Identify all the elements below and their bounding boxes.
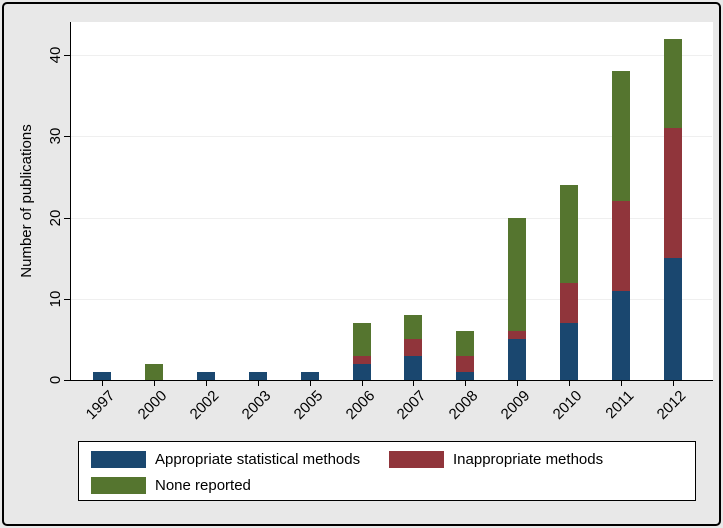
y-axis-line xyxy=(70,22,71,381)
bar-segment-2010 xyxy=(560,283,578,323)
legend-swatch xyxy=(389,450,444,468)
legend-label: Appropriate statistical methods xyxy=(155,450,361,468)
x-axis-tick xyxy=(362,381,363,386)
x-axis-tick xyxy=(517,381,518,386)
y-tick-label: 10 xyxy=(47,290,64,308)
x-axis-tick xyxy=(258,381,259,386)
legend-swatch xyxy=(91,476,146,494)
bar-segment-2002 xyxy=(197,372,215,380)
y-tick-label: 40 xyxy=(47,46,64,64)
y-axis-tick xyxy=(64,136,70,137)
y-axis-tick xyxy=(64,55,70,56)
y-axis-title: Number of publications xyxy=(18,124,35,278)
x-axis-tick xyxy=(413,381,414,386)
x-axis-tick xyxy=(673,381,674,386)
bar-segment-2008 xyxy=(456,356,474,372)
bar-segment-2009 xyxy=(508,218,526,331)
bar-segment-2011 xyxy=(612,291,630,380)
x-axis-tick xyxy=(465,381,466,386)
bar-segment-2006 xyxy=(353,364,371,380)
legend-label: Inappropriate methods xyxy=(453,450,604,468)
bar-segment-2012 xyxy=(664,39,682,128)
bar-segment-2003 xyxy=(249,372,267,380)
grid-line xyxy=(71,218,712,219)
legend-entry: None reported xyxy=(91,473,389,497)
bar-segment-2009 xyxy=(508,331,526,339)
x-axis-tick xyxy=(154,381,155,386)
y-tick-label: 0 xyxy=(47,375,64,385)
x-axis-tick xyxy=(206,381,207,386)
x-axis-tick xyxy=(310,381,311,386)
y-axis-tick xyxy=(64,380,70,381)
x-axis-tick xyxy=(102,381,103,386)
legend-entry: Appropriate statistical methods xyxy=(91,447,389,471)
y-tick-label: 30 xyxy=(47,127,64,145)
x-axis-line xyxy=(70,380,713,381)
legend-label: None reported xyxy=(155,476,251,494)
bar-segment-2000 xyxy=(145,364,163,380)
bar-segment-2012 xyxy=(664,128,682,258)
y-tick-label: 20 xyxy=(47,209,64,227)
legend: Appropriate statistical methods Inappropr… xyxy=(78,441,696,501)
x-axis-tick xyxy=(621,381,622,386)
bar-segment-2010 xyxy=(560,323,578,380)
bar-segment-2007 xyxy=(404,339,422,356)
grid-line xyxy=(71,299,712,300)
bar-segment-2008 xyxy=(456,372,474,380)
bar-segment-2005 xyxy=(301,372,319,380)
bar-segment-1997 xyxy=(93,372,111,380)
bar-segment-2007 xyxy=(404,315,422,339)
bar-segment-2006 xyxy=(353,323,371,356)
bar-segment-2011 xyxy=(612,71,630,201)
legend-swatch xyxy=(91,450,146,468)
legend-entry: Inappropriate methods xyxy=(389,447,695,471)
bar-segment-2009 xyxy=(508,339,526,380)
bar-segment-2006 xyxy=(353,356,371,364)
bar-segment-2010 xyxy=(560,185,578,283)
bar-segment-2008 xyxy=(456,331,474,356)
bar-segment-2011 xyxy=(612,201,630,291)
grid-line xyxy=(71,55,712,56)
bar-segment-2012 xyxy=(664,258,682,380)
y-axis-tick xyxy=(64,218,70,219)
plot-area xyxy=(70,22,713,380)
bar-segment-2007 xyxy=(404,356,422,380)
grid-line xyxy=(71,136,712,137)
y-axis-tick xyxy=(64,299,70,300)
x-axis-tick xyxy=(569,381,570,386)
